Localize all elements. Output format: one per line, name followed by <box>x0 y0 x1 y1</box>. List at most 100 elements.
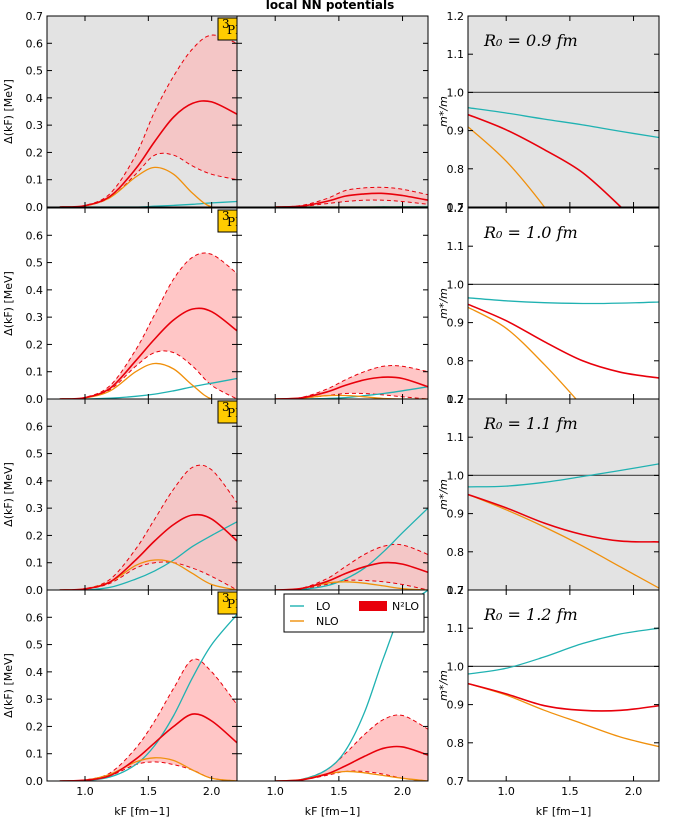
x-tick-label: 2.0 <box>203 785 221 798</box>
series-n2lo-line <box>275 561 428 590</box>
n2lo-uncertainty-band <box>59 35 237 207</box>
x-axis-label: kF [fm−1] <box>114 805 170 818</box>
panel-r3-c3: 0.7 0.8 0.9 1.0 1.1 1.2 m*/m R₀ = 1.1 fm <box>437 393 660 597</box>
y-tick-label: 1.1 <box>447 622 465 635</box>
x-tick-label: 1.0 <box>76 785 94 798</box>
x-tick-label: 1.0 <box>266 785 284 798</box>
n2lo-band-lower-line <box>59 561 237 590</box>
y-tick-label: 0.5 <box>26 65 44 78</box>
badge-sup: 3 <box>222 591 230 605</box>
n2lo-uncertainty-band <box>59 252 237 399</box>
panel-r1-c3: 0.7 0.8 0.9 1.0 1.1 1.2 m*/m R₀ = 0.9 fm <box>437 10 660 214</box>
panel-r2-c2 <box>236 207 429 400</box>
y-tick-label: 1.2 <box>447 10 465 23</box>
y-tick-label: 0.4 <box>26 284 44 297</box>
n2lo-band-upper-line <box>275 543 428 590</box>
plot-area <box>59 34 237 207</box>
series-nlo-line <box>468 682 659 748</box>
series-n2lo-line <box>59 307 237 399</box>
n2lo-band-upper-line <box>59 658 237 781</box>
x-axis-label: kF [fm−1] <box>305 805 361 818</box>
y-axis-label: Δ(kF) [MeV] <box>2 271 15 336</box>
n2lo-uncertainty-band <box>275 365 428 399</box>
series-nlo-line <box>468 493 659 589</box>
plot-area <box>59 614 237 781</box>
y-tick-label: 0.7 <box>447 775 465 788</box>
y-tick-label: 0.4 <box>26 92 44 105</box>
series-n2lo-line <box>468 113 622 207</box>
series-lo-line <box>275 507 428 590</box>
y-tick-label: 0.0 <box>26 201 44 214</box>
panel-frame <box>467 589 660 782</box>
y-tick-label: 0.1 <box>26 748 44 761</box>
y-tick-label: 0.5 <box>26 257 44 270</box>
panel-background <box>468 399 659 590</box>
n2lo-band-upper-line <box>59 252 237 399</box>
badge-sup: 3 <box>222 17 230 31</box>
panel-r1-c2 <box>236 15 429 208</box>
plot-area <box>468 283 659 399</box>
y-tick-label: 0.3 <box>26 311 44 324</box>
y-axis-label: Δ(kF) [MeV] <box>2 653 15 718</box>
series-lo-line <box>468 107 659 139</box>
y-tick-label: 0.2 <box>26 146 44 159</box>
n2lo-band-upper-line <box>275 365 428 399</box>
series-nlo-line <box>468 126 546 207</box>
plot-area <box>468 463 659 589</box>
y-tick-label: 1.1 <box>447 240 465 253</box>
x-tick-label: 1.0 <box>497 785 515 798</box>
series-n2lo-line <box>59 713 237 781</box>
n2lo-band-lower-line <box>275 199 428 207</box>
y-tick-label: 0.6 <box>26 37 44 50</box>
legend-nlo-label: NLO <box>316 615 339 628</box>
series-n2lo-line <box>275 376 428 399</box>
y-tick-label: 1.0 <box>447 660 465 673</box>
y-tick-label: 1.2 <box>447 393 465 406</box>
r0-label: R₀ = 1.0 fm <box>483 223 578 242</box>
n2lo-band-lower-line <box>59 152 237 207</box>
n2lo-uncertainty-band <box>275 187 428 207</box>
n2lo-uncertainty-band <box>275 544 428 590</box>
y-tick-label: 0.8 <box>447 355 465 368</box>
series-n2lo-line <box>59 100 237 207</box>
legend-box <box>283 593 425 633</box>
mass-axis-label: m*/m <box>437 288 450 319</box>
y-tick-label: 0.9 <box>447 317 465 330</box>
mass-axis-label: m*/m <box>437 96 450 127</box>
panel-background <box>468 590 659 781</box>
y-tick-label: 1.2 <box>447 202 465 215</box>
panel-frame <box>236 15 429 208</box>
y-tick-label: 0.7 <box>26 10 44 23</box>
panel-frame <box>236 589 429 782</box>
y-tick-label: 0.3 <box>26 693 44 706</box>
y-tick-label: 0.0 <box>26 393 44 406</box>
n2lo-band-lower-line <box>275 392 428 399</box>
n2lo-band-upper-line <box>59 464 237 590</box>
y-tick-label: 0.6 <box>26 611 44 624</box>
y-tick-label: 0.7 <box>447 393 465 406</box>
r0-label: R₀ = 1.2 fm <box>483 605 578 624</box>
plot-area <box>468 91 659 207</box>
y-tick-label: 1.0 <box>447 86 465 99</box>
y-tick-label: 0.5 <box>26 639 44 652</box>
plot-area <box>275 507 428 590</box>
x-tick-label: 1.5 <box>561 785 579 798</box>
y-tick-label: 0.7 <box>447 584 465 597</box>
series-nlo-line <box>468 306 577 399</box>
n2lo-band-upper-line <box>275 186 428 207</box>
y-tick-label: 0.5 <box>26 448 44 461</box>
y-tick-label: 0.8 <box>447 163 465 176</box>
r0-label: R₀ = 0.9 fm <box>483 31 578 50</box>
n2lo-band-upper-line <box>59 34 237 207</box>
y-tick-label: 0.0 <box>26 584 44 597</box>
y-tick-label: 0.2 <box>26 529 44 542</box>
n2lo-band-lower-line <box>59 350 237 399</box>
mass-axis-label: m*/m <box>437 479 450 510</box>
y-tick-label: 0.9 <box>447 125 465 138</box>
y-tick-label: 1.1 <box>447 431 465 444</box>
y-tick-label: 1.1 <box>447 48 465 61</box>
series-lo-line <box>468 297 659 305</box>
n2lo-band-upper-line <box>275 714 428 781</box>
legend-n2lo-label: N²LO <box>392 600 419 613</box>
